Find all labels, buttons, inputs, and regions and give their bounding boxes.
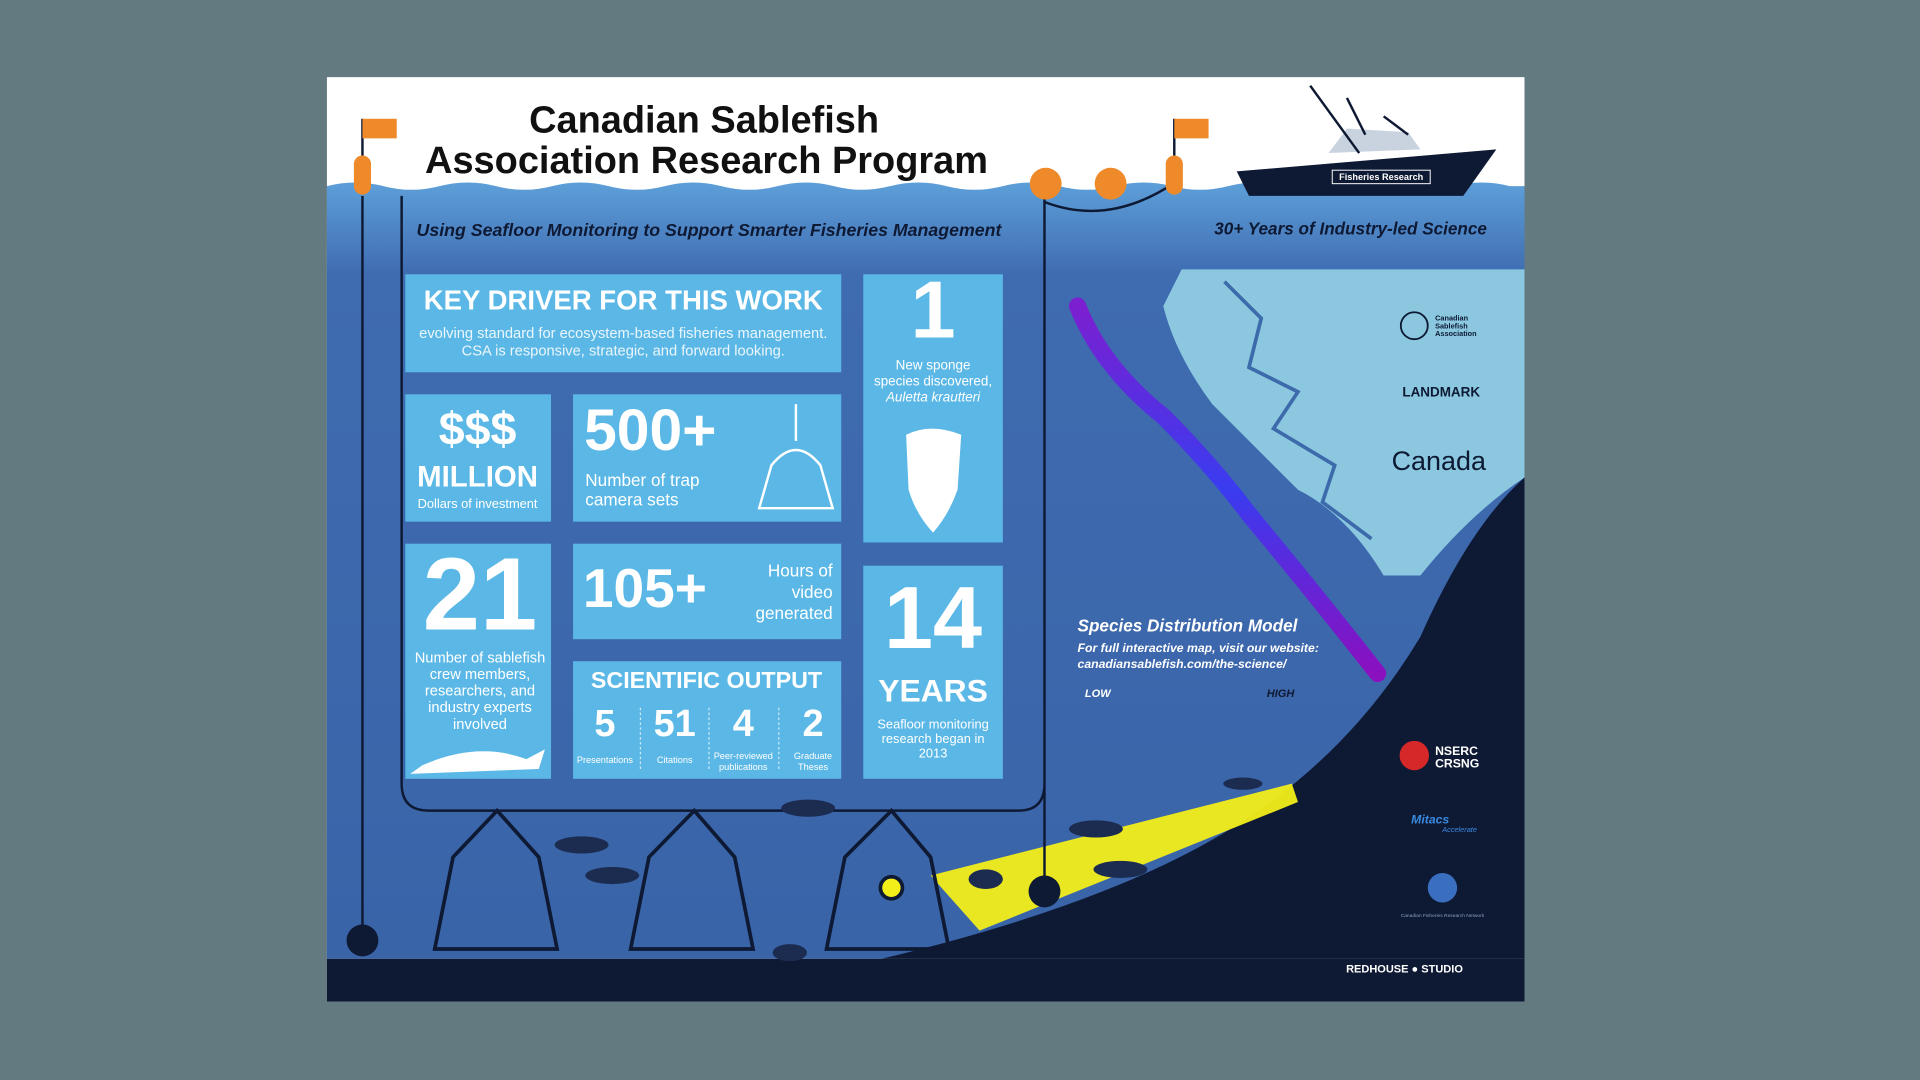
stat-label: Seafloor monitoring	[877, 716, 988, 731]
cfrn-mark	[1427, 873, 1458, 903]
stat-label: researchers, and	[425, 684, 535, 700]
credit: REDHOUSE ● STUDIO	[1346, 964, 1463, 976]
output-box	[573, 661, 842, 779]
stat-label: New sponge	[896, 358, 971, 373]
logo-landmark: LANDMARK	[1402, 385, 1480, 400]
title: Association Research Program	[425, 140, 988, 182]
light-beam	[930, 783, 1298, 931]
logo-nserc: NSERC	[1435, 744, 1478, 758]
stat-label: Auletta krautteri	[885, 390, 981, 405]
boat-hull	[1236, 149, 1497, 196]
stat-label: involved	[453, 717, 507, 733]
output-value: 4	[733, 703, 754, 745]
output-value: 5	[594, 703, 615, 745]
flag	[362, 118, 397, 139]
weight	[1028, 875, 1061, 908]
boat-cabin	[1328, 128, 1421, 154]
stat-label: Hours of	[768, 560, 833, 580]
logo-csa: Association	[1435, 329, 1477, 338]
boat-label-box	[1331, 169, 1431, 185]
boat-mast	[1309, 84, 1409, 154]
legend-low: LOW	[1085, 688, 1112, 700]
map-title: Species Distribution Model	[1078, 615, 1299, 635]
stat-label: generated	[756, 603, 833, 623]
nserc-mark	[1399, 740, 1429, 771]
sponge-icon	[906, 428, 962, 533]
vessel-label: Fisheries Research	[1339, 172, 1424, 182]
logo-mitacs: Accelerate	[1441, 825, 1477, 834]
investment-box	[405, 394, 552, 522]
output-label: Theses	[798, 762, 828, 772]
inlets	[1223, 280, 1373, 541]
traps	[432, 807, 952, 951]
logo-canada: Canada	[1392, 446, 1486, 476]
stat-label: Dollars of investment	[418, 496, 538, 511]
years-box	[863, 565, 1003, 779]
stat-label: 2013	[919, 746, 948, 761]
stat-label: industry experts	[428, 700, 532, 716]
rope	[361, 195, 1046, 941]
flag	[1174, 118, 1209, 139]
stat-label: camera sets	[585, 489, 678, 509]
stat-label: research began in	[882, 731, 985, 746]
output-label: publications	[719, 762, 768, 772]
logo-csa: Canadian	[1435, 313, 1469, 322]
weight	[346, 924, 379, 957]
fish-icon	[410, 749, 545, 774]
trap-icon	[757, 404, 835, 510]
logo-mitacs: Mitacs	[1411, 813, 1449, 827]
output-label: Peer-reviewed	[714, 751, 773, 761]
output-value: 2	[803, 703, 824, 745]
buoy	[353, 155, 372, 195]
key-driver-text: CSA is responsive, strategic, and forwar…	[462, 343, 785, 359]
dividers	[639, 707, 780, 772]
stat-value: 105+	[583, 557, 707, 619]
output-title: SCIENTIFIC OUTPUT	[591, 667, 822, 693]
stat-value: 14	[884, 568, 982, 667]
output-label: Presentations	[577, 755, 633, 765]
map-url: canadiansablefish.com/the-science/	[1078, 657, 1288, 671]
distribution-band	[1068, 297, 1387, 683]
stat-label: Number of sablefish	[415, 651, 546, 667]
tagline: 30+ Years of Industry-led Science	[1214, 219, 1487, 239]
stat-unit: YEARS	[878, 672, 988, 708]
buoy	[1029, 167, 1062, 200]
stat-boxes	[405, 274, 1003, 779]
buoy	[1094, 167, 1127, 200]
logo-cfrn: Canadian Fisheries Research Network	[1401, 913, 1485, 919]
logo-nserc: CRSNG	[1435, 756, 1479, 770]
stat-label: species discovered,	[874, 374, 992, 389]
stat-value: 21	[423, 537, 537, 652]
stat-unit: MILLION	[417, 461, 538, 494]
buoy	[1165, 155, 1183, 195]
stat-value: 500+	[584, 398, 716, 463]
footer-band	[326, 958, 1525, 1002]
key-driver-title: KEY DRIVER FOR THIS WORK	[424, 285, 823, 316]
csa-mark	[1399, 311, 1429, 341]
subtitle: Using Seafloor Monitoring to Support Sma…	[417, 220, 1003, 240]
key-driver-box	[405, 274, 842, 373]
crew-box	[405, 543, 552, 779]
output-value: 51	[654, 703, 696, 745]
output-label: Citations	[657, 755, 693, 765]
fish	[554, 777, 1263, 962]
logo-csa: Sablefish	[1435, 321, 1468, 330]
rope	[1044, 182, 1174, 213]
video-box	[573, 543, 842, 640]
camera	[878, 874, 905, 901]
title: Canadian Sablefish	[529, 99, 879, 141]
stat-label: crew members,	[430, 667, 530, 683]
stat-value: 1	[911, 265, 956, 355]
seafloor	[881, 477, 1525, 959]
stat-label: video	[792, 582, 833, 602]
output-label: Graduate	[794, 751, 832, 761]
stat-value: $$$	[439, 403, 517, 455]
stat-label: Number of trap	[585, 470, 699, 490]
map-text: For full interactive map, visit our webs…	[1078, 641, 1319, 655]
legend-high: HIGH	[1267, 688, 1296, 700]
key-driver-text: evolving standard for ecosystem-based fi…	[419, 326, 827, 342]
